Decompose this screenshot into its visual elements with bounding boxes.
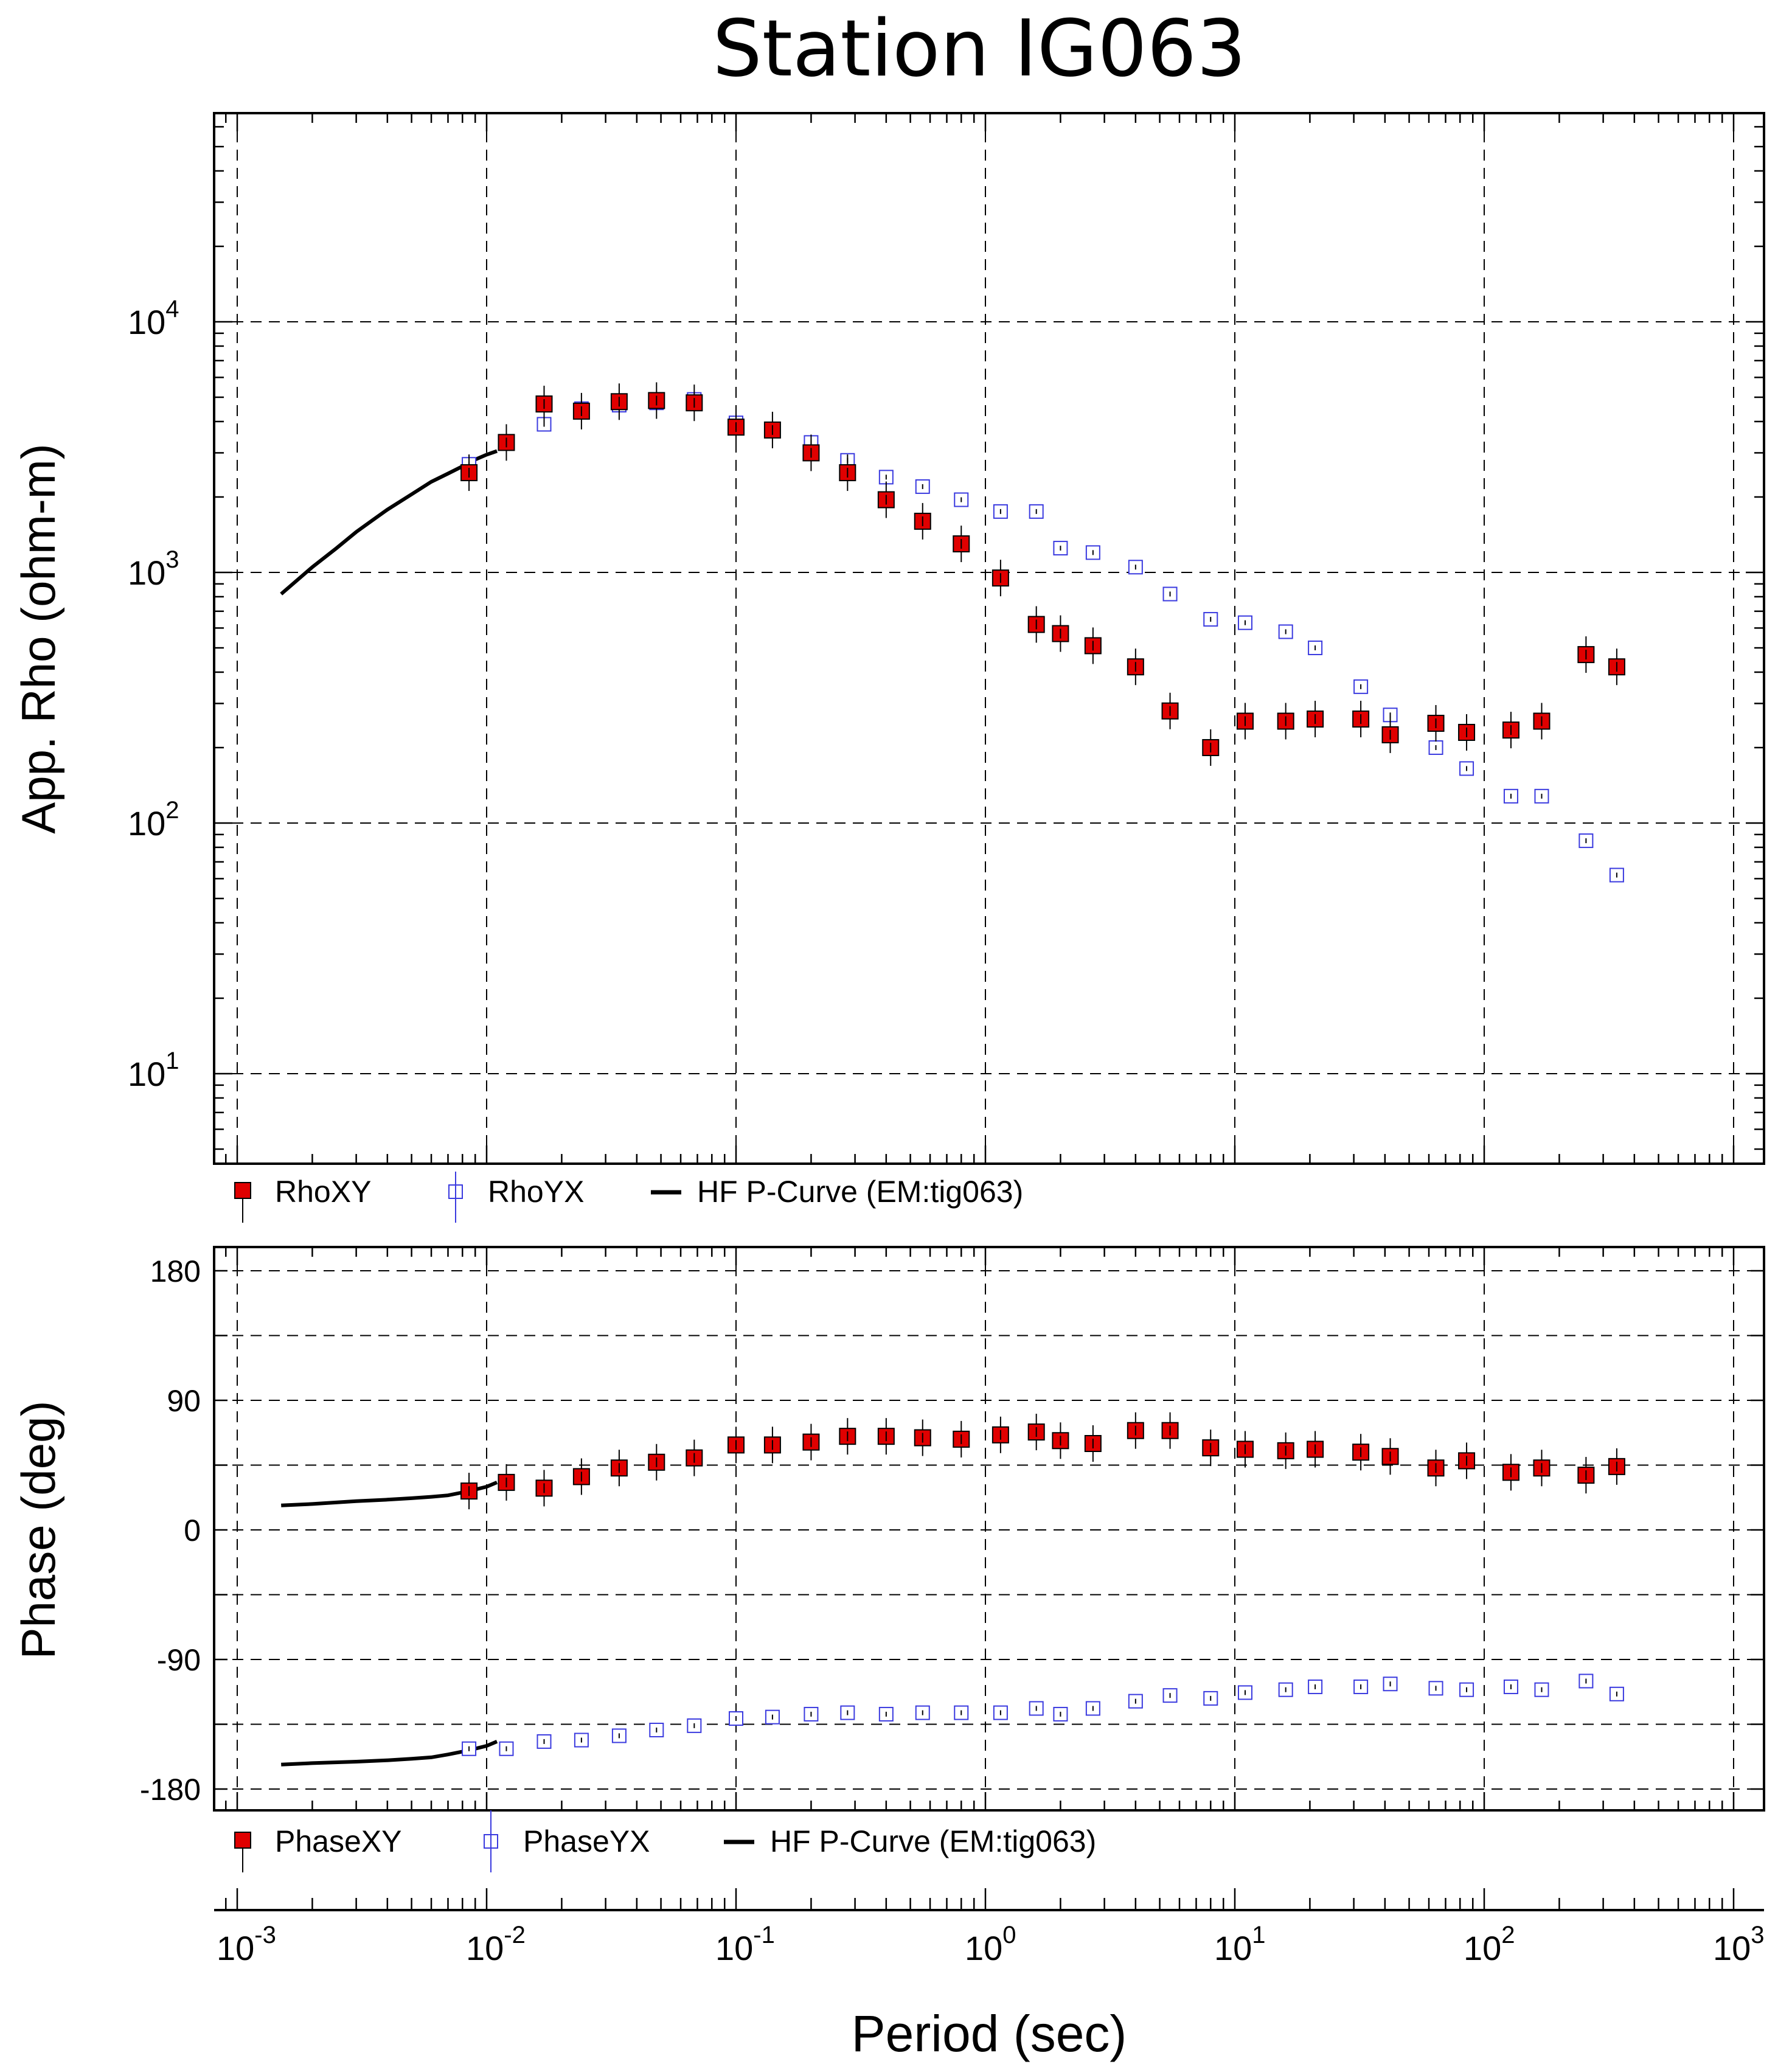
x-tick-label: 101 [1214,1922,1266,1967]
rho-panel: 101 102 103 104 App. Rho (ohm-m) RhoXY RhoY… [12,112,1765,1223]
legend-rhoyx-label: RhoYX [488,1175,584,1209]
rhoxy-point [686,394,703,412]
rhoxy-point [1307,711,1324,728]
rho-legend: RhoXY RhoYX HF P-Curve (EM:tig063) [234,1172,1023,1223]
x-tick-label: 103 [1713,1922,1765,1967]
chart-title: Station IG063 [713,4,1246,94]
phase-panel: 180 90 0 -90 -180 Phase (deg) PhaseXY PhaseY… [12,1246,1765,1872]
legend-phasexy-marker [234,1832,251,1849]
legend-pcurve-label: HF P-Curve (EM:tig063) [697,1175,1023,1209]
phasexy-point [1608,1458,1625,1475]
legend-phasexy-label: PhaseXY [275,1824,401,1858]
rho-y-tick-label: 101 [128,1048,179,1093]
phase-legend: PhaseXY PhaseYX HF P-Curve (EM:tig063) [234,1810,1096,1872]
x-tick-label: 10-1 [715,1922,775,1967]
rho-y-tick-label: 102 [128,797,179,843]
phase-y-tick-label: -90 [157,1643,201,1677]
x-tick-label: 100 [965,1922,1016,1967]
x-tick-label: 10-2 [466,1922,526,1967]
rhoxy-point [498,434,515,451]
rho-y-tick-label: 103 [128,546,179,592]
phase-y-tick-label: 180 [150,1254,201,1288]
phase-y-axis-label: Phase (deg) [12,1401,65,1659]
phasexy-point [802,1433,820,1451]
rho-y-tick-label: 104 [128,296,179,341]
legend-rhoxy-marker [234,1182,251,1199]
rho-y-axis-label: App. Rho (ohm-m) [12,443,65,834]
phase-y-tick-label: -180 [140,1773,201,1807]
legend-phaseyx-label: PhaseYX [523,1824,650,1858]
phasexy-point [1577,1467,1595,1484]
rho-plot-frame [213,112,1765,1165]
phase-y-tick-label: 90 [167,1384,201,1418]
phase-y-tick-label: 0 [184,1513,201,1548]
phase-pcurve-line [281,1740,498,1767]
x-tick-label: 102 [1464,1922,1515,1967]
legend-pcurve-label-2: HF P-Curve (EM:tig063) [770,1824,1096,1858]
rhoxy-point [1202,738,1220,756]
phasexy-point [1052,1432,1069,1450]
phase-pcurve-line [281,1481,498,1507]
legend-rhoxy-label: RhoXY [275,1175,371,1209]
rhoxy-point [953,535,970,553]
phasexy-point [1236,1440,1254,1458]
rhoxy-point [1458,723,1476,741]
period-x-axis: 10-3 10-2 10-1 100 101 102 103 Period (sec) [214,1888,1765,2062]
phasexy-point [1458,1452,1476,1470]
phase-plot-frame [213,1246,1765,1812]
x-axis-label: Period (sec) [852,2005,1127,2062]
x-tick-label: 10-3 [217,1922,276,1967]
rhoxy-point [802,444,820,462]
